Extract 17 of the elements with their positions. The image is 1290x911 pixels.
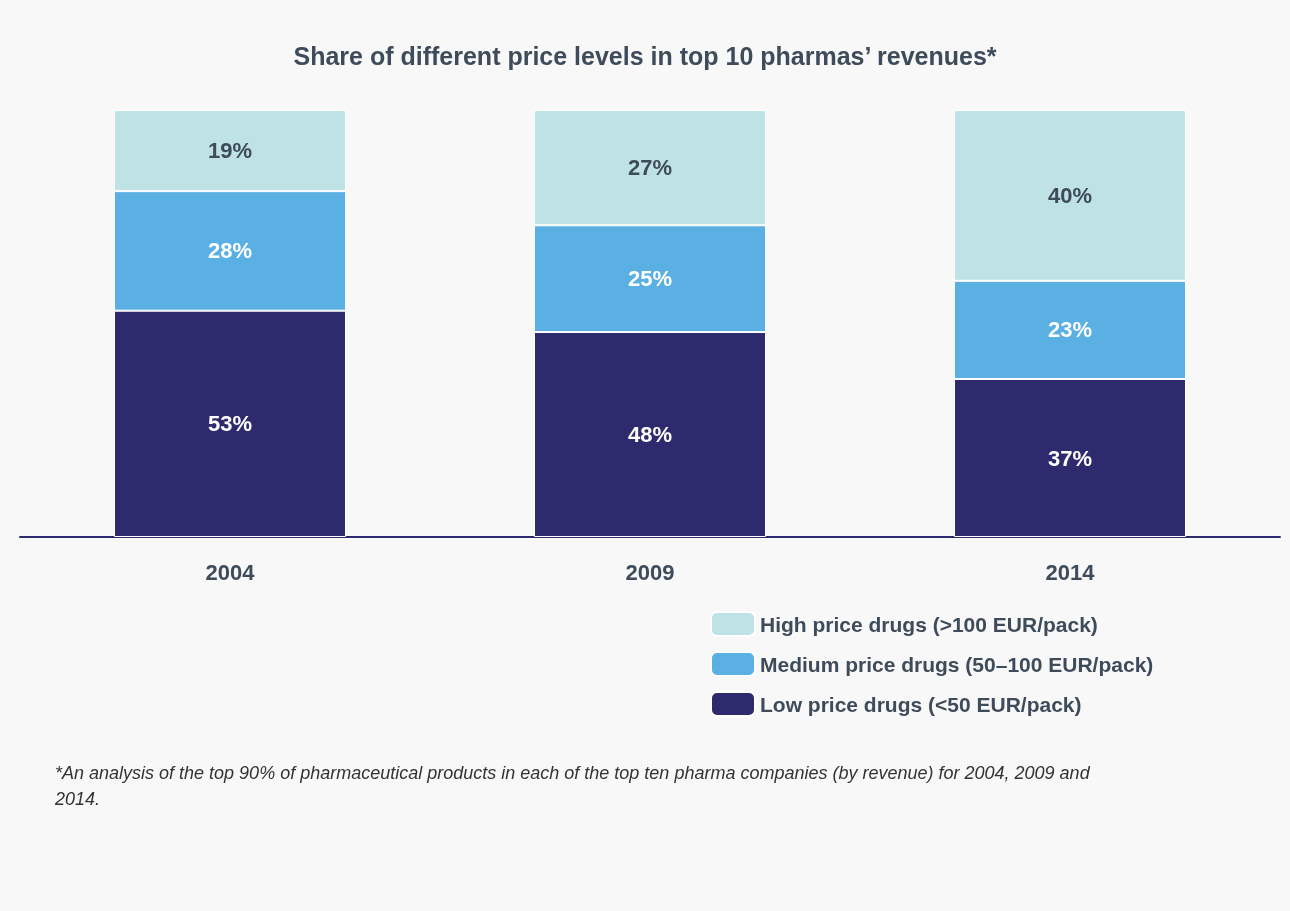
text: *An analysis of the top 90% of pharmaceutical products in each of the top ten pharma companies (by revenue) for 2004, 2009 and 2014. xyxy=(54,763,1095,809)
legend-label: High price drugs (>100 EUR/pack) xyxy=(760,612,1098,636)
x-tick-label: 2004 xyxy=(205,559,256,585)
data-label: 28% xyxy=(207,238,253,264)
data-label: 23% xyxy=(1047,317,1093,343)
data-label: 40% xyxy=(1047,182,1093,208)
legend-label: Medium price drugs (50–100 EUR/pack) xyxy=(760,652,1154,676)
x-tick-label: 2014 xyxy=(1045,559,1096,585)
data-label: 53% xyxy=(207,411,253,437)
data-label: 25% xyxy=(627,266,673,292)
data-label: 27% xyxy=(627,155,673,181)
x-tick-label: 2009 xyxy=(625,559,675,585)
data-label: 48% xyxy=(627,422,673,448)
chart-title: Share of different price levels in top 10 pharmas’ revenues* xyxy=(293,41,997,70)
data-label: 19% xyxy=(207,138,253,164)
data-label: 37% xyxy=(1047,445,1093,471)
legend-label: Low price drugs (<50 EUR/pack) xyxy=(760,692,1082,716)
